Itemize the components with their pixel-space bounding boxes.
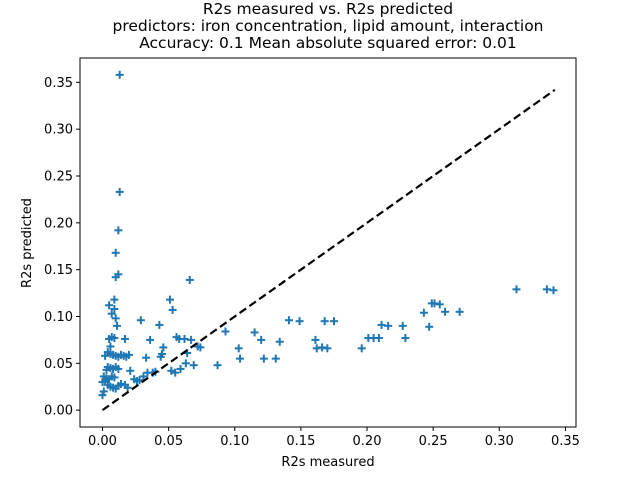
data-point	[271, 354, 280, 363]
data-point	[185, 275, 194, 284]
data-point	[110, 304, 119, 313]
chart-title-line-1: R2s measured vs. R2s predicted	[203, 0, 453, 18]
data-point	[158, 349, 167, 358]
data-point	[250, 328, 259, 337]
axes-frame	[79, 57, 577, 428]
data-point	[357, 344, 366, 353]
data-point	[455, 307, 464, 316]
data-point	[329, 317, 338, 326]
data-point	[435, 300, 444, 309]
data-point	[512, 285, 521, 294]
plot-area	[98, 70, 558, 412]
data-point	[196, 343, 205, 352]
data-point	[102, 365, 111, 374]
data-point	[126, 366, 135, 375]
data-point	[101, 351, 110, 360]
data-point	[171, 368, 180, 377]
data-point	[146, 335, 155, 344]
y-axis-label: R2s predicted	[20, 198, 35, 288]
data-point	[236, 354, 245, 363]
data-point	[120, 334, 129, 343]
x-tick-label: 0.15	[286, 434, 315, 449]
data-point	[99, 387, 108, 396]
data-point	[136, 316, 145, 325]
y-axis-ticks: 0.00 0.05 0.10 0.15 0.20 0.25 0.30 0.35	[44, 76, 80, 419]
data-point	[320, 317, 329, 326]
x-tick-label: 0.00	[88, 434, 117, 449]
data-point	[110, 373, 119, 382]
data-point	[114, 364, 123, 373]
data-point	[234, 344, 243, 353]
x-tick-label: 0.05	[154, 434, 183, 449]
data-point	[113, 321, 122, 330]
data-point	[384, 321, 393, 330]
data-point	[257, 335, 266, 344]
data-point	[441, 307, 450, 316]
data-point	[176, 364, 185, 373]
x-axis-label: R2s measured	[281, 455, 374, 470]
y-tick-label: 0.35	[44, 76, 73, 91]
data-point	[111, 314, 120, 323]
data-point	[105, 334, 114, 343]
data-point	[123, 383, 132, 392]
data-point	[401, 334, 410, 343]
data-point	[111, 273, 120, 282]
x-tick-label: 0.35	[551, 434, 580, 449]
data-point	[142, 353, 151, 362]
data-point	[187, 335, 196, 344]
data-point	[374, 334, 383, 343]
chart-title-line-3: Accuracy: 0.1 Mean absolute squared erro…	[139, 34, 517, 52]
x-tick-label: 0.10	[220, 434, 249, 449]
x-tick-label: 0.30	[485, 434, 514, 449]
data-point	[98, 378, 107, 387]
data-point	[165, 295, 174, 304]
data-point	[398, 321, 407, 330]
data-point	[115, 187, 124, 196]
data-point	[105, 301, 114, 310]
x-tick-label: 0.20	[353, 434, 382, 449]
data-point	[419, 308, 428, 317]
y-tick-label: 0.00	[44, 404, 73, 419]
data-point	[139, 372, 148, 381]
data-point	[107, 309, 116, 318]
y-tick-label: 0.30	[44, 123, 73, 138]
data-point	[259, 354, 268, 363]
data-point	[114, 226, 123, 235]
chart-title-line-2: predictors: iron concentration, lipid am…	[112, 17, 543, 35]
x-tick-label: 0.25	[419, 434, 448, 449]
y-tick-label: 0.10	[44, 310, 73, 325]
data-point	[106, 342, 115, 351]
y-tick-label: 0.25	[44, 170, 73, 185]
data-point	[181, 359, 190, 368]
data-point	[159, 343, 168, 352]
data-point	[295, 317, 304, 326]
y-tick-label: 0.05	[44, 357, 73, 372]
data-point	[284, 316, 293, 325]
data-point	[221, 327, 230, 336]
data-point	[425, 322, 434, 331]
x-axis-ticks: 0.00 0.05 0.10 0.15 0.20 0.25 0.30 0.35	[88, 427, 580, 449]
data-point	[155, 320, 164, 329]
data-point	[311, 335, 320, 344]
data-point	[168, 305, 177, 314]
data-point	[135, 376, 144, 385]
y-tick-label: 0.20	[44, 216, 73, 231]
data-point	[549, 286, 558, 295]
data-point	[124, 350, 133, 359]
data-point	[111, 248, 120, 257]
data-point	[323, 344, 332, 353]
reference-line	[101, 88, 556, 412]
data-point	[98, 391, 107, 400]
y-tick-label: 0.15	[44, 263, 73, 278]
data-point	[115, 70, 124, 79]
data-point	[189, 361, 198, 370]
data-point	[275, 337, 284, 346]
data-point	[110, 295, 119, 304]
data-point	[213, 361, 222, 370]
